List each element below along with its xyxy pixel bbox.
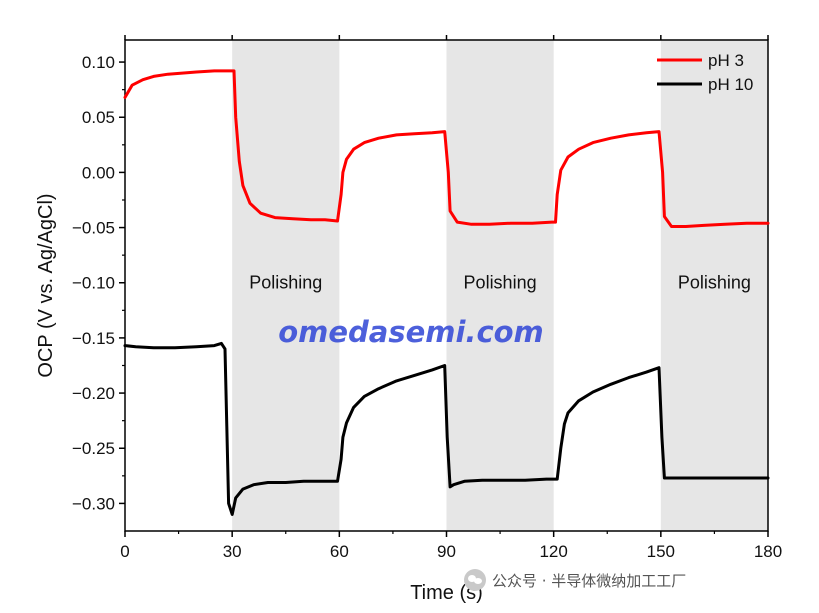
x-tick-label: 180 bbox=[754, 542, 782, 561]
x-axis-title: Time (s) bbox=[410, 582, 483, 604]
watermark-text: omedasemi.com bbox=[278, 315, 544, 349]
x-tick-label: 90 bbox=[437, 542, 456, 561]
wechat-icon bbox=[464, 569, 486, 591]
x-tick-label: 120 bbox=[539, 542, 567, 561]
polishing-region-2 bbox=[446, 40, 554, 531]
y-tick-label: −0.20 bbox=[72, 384, 115, 403]
legend-label-2: pH 10 bbox=[708, 75, 753, 94]
region-labels: Polishing Polishing Polishing bbox=[249, 272, 751, 292]
y-tick-label: −0.15 bbox=[72, 329, 115, 348]
legend-label-1: pH 3 bbox=[708, 51, 744, 70]
polishing-regions bbox=[232, 40, 768, 531]
polishing-region-1 bbox=[232, 40, 340, 531]
series-lines bbox=[123, 69, 770, 516]
y-tick-label: −0.30 bbox=[72, 494, 115, 513]
y-tick-label: 0.05 bbox=[82, 108, 115, 127]
footer-watermark: 公众号 · 半导体微纳加工工厂 bbox=[464, 566, 686, 594]
polishing-region-3 bbox=[660, 40, 768, 531]
y-tick-label: 0.10 bbox=[82, 53, 115, 72]
y-axis: 0.10 0.05 0.00 −0.05 −0.10 −0.15 −0.20 −0.25 −0.… bbox=[72, 53, 125, 513]
footer-text: 公众号 · 半导体微纳加工工厂 bbox=[492, 571, 687, 590]
x-axis: 0 30 60 90 120 150 180 bbox=[120, 35, 782, 561]
polishing-label-3: Polishing bbox=[678, 272, 751, 292]
series-line-1 bbox=[123, 69, 770, 228]
series-line-2 bbox=[123, 341, 770, 516]
y-axis-title: OCP (V vs. Ag/AgCl) bbox=[35, 193, 57, 377]
legend: pH 3 pH 10 bbox=[657, 51, 753, 94]
polishing-label-2: Polishing bbox=[464, 272, 537, 292]
y-tick-label: −0.05 bbox=[72, 219, 115, 238]
y-tick-label: 0.00 bbox=[82, 163, 115, 182]
y-tick-label: −0.10 bbox=[72, 274, 115, 293]
x-tick-label: 0 bbox=[120, 542, 129, 561]
y-tick-label: −0.25 bbox=[72, 439, 115, 458]
x-tick-label: 150 bbox=[647, 542, 675, 561]
x-tick-label: 60 bbox=[330, 542, 349, 561]
x-tick-label: 30 bbox=[223, 542, 242, 561]
polishing-label-1: Polishing bbox=[249, 272, 322, 292]
